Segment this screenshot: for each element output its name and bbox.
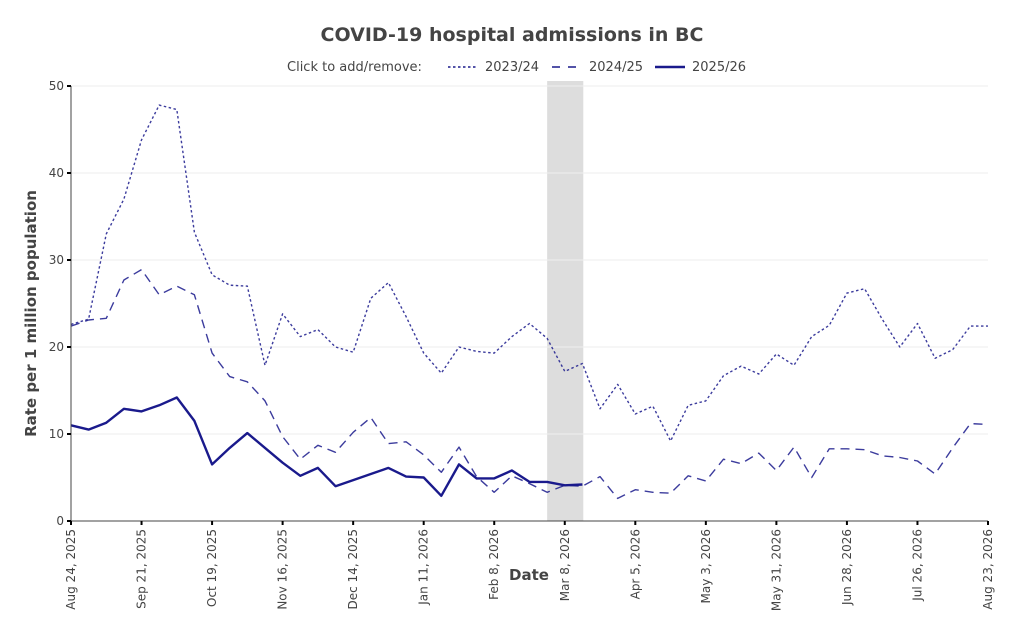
- x-tick-label: Oct 19, 2025: [205, 529, 219, 607]
- series-line-2024-25: [70, 268, 989, 500]
- legend-label: 2024/25: [589, 60, 643, 75]
- y-tick-label: 30: [49, 253, 64, 267]
- y-tick-label: 10: [49, 427, 64, 441]
- y-tick-label: 50: [49, 79, 64, 93]
- series-line-2025-26: [70, 396, 583, 497]
- legend-item-2024-25[interactable]: 2024/25: [552, 60, 643, 75]
- x-tick-label: Aug 23, 2026: [981, 529, 995, 610]
- legend-label: 2025/26: [692, 60, 746, 75]
- legend-item-2023-24[interactable]: 2023/24: [448, 60, 539, 75]
- x-tick-label: Sep 21, 2025: [135, 529, 149, 609]
- shaded-region-layer: [547, 81, 584, 521]
- x-tick-label: Jul 26, 2026: [910, 529, 924, 602]
- series-line-2023-24: [70, 104, 988, 442]
- x-tick-label: Jun 28, 2026: [840, 529, 854, 606]
- legend-label: 2023/24: [485, 60, 539, 75]
- x-tick-label: May 3, 2026: [699, 529, 713, 603]
- chart-title: COVID-19 hospital admissions in BC: [321, 24, 704, 46]
- y-tick-label: 20: [49, 340, 64, 354]
- gridlines: [71, 85, 988, 435]
- y-tick-label: 40: [49, 166, 64, 180]
- series-lines: [70, 104, 989, 500]
- x-tick-label: May 31, 2026: [769, 529, 783, 611]
- x-axis-title: Date: [509, 566, 549, 584]
- legend-prompt: Click to add/remove:: [287, 60, 422, 75]
- x-tick-label: Dec 14, 2025: [346, 529, 360, 609]
- y-axis-title: Rate per 1 million population: [22, 190, 40, 437]
- legend-item-2025-26[interactable]: 2025/26: [655, 60, 746, 75]
- y-tick-label: 0: [56, 514, 64, 528]
- x-tick-label: Apr 5, 2026: [628, 529, 642, 599]
- x-tick-label: Mar 8, 2026: [558, 529, 572, 601]
- x-tick-label: Nov 16, 2025: [276, 529, 290, 610]
- x-tick-label: Aug 24, 2025: [64, 529, 78, 610]
- legend: 2023/24 2024/25 2025/26: [448, 60, 746, 75]
- axes: 0 10 20 30 40 50 Aug 24, 2025 Sep 21, 2025 Oct 1…: [49, 79, 995, 611]
- x-tick-label: Jan 11, 2026: [417, 529, 431, 606]
- shaded-region: [547, 81, 584, 521]
- x-tick-label: Feb 8, 2026: [487, 529, 501, 600]
